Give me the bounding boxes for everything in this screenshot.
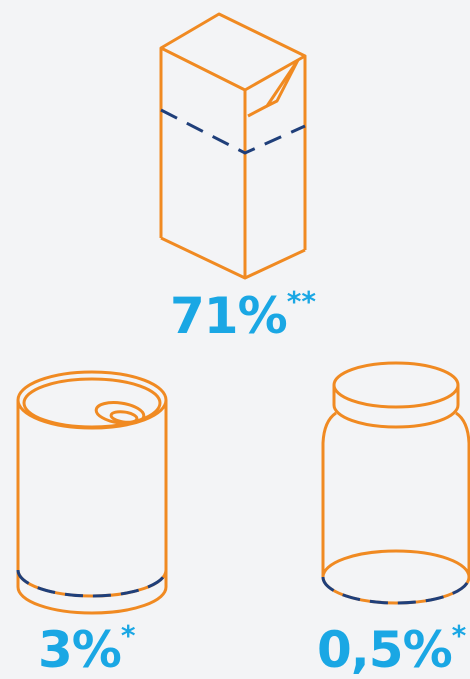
jar-figure: [318, 355, 470, 620]
can-percentage: 3%*: [38, 619, 136, 676]
carton-percentage: 71%**: [170, 285, 316, 342]
can-percentage-value: 3%: [38, 621, 122, 679]
jar-percentage: 0,5%*: [317, 619, 467, 676]
carton-footnote-mark: **: [286, 285, 316, 318]
can-figure: [12, 365, 177, 620]
jar-percentage-value: 0,5%: [317, 621, 453, 679]
can-footnote-mark: *: [120, 619, 136, 652]
carton-percentage-value: 71%: [170, 287, 288, 345]
glass-jar-icon: [321, 361, 470, 605]
jar-footnote-mark: *: [451, 619, 467, 652]
carton-figure: [155, 8, 315, 283]
milk-carton-icon: [159, 12, 307, 280]
tin-can-icon: [16, 370, 168, 615]
